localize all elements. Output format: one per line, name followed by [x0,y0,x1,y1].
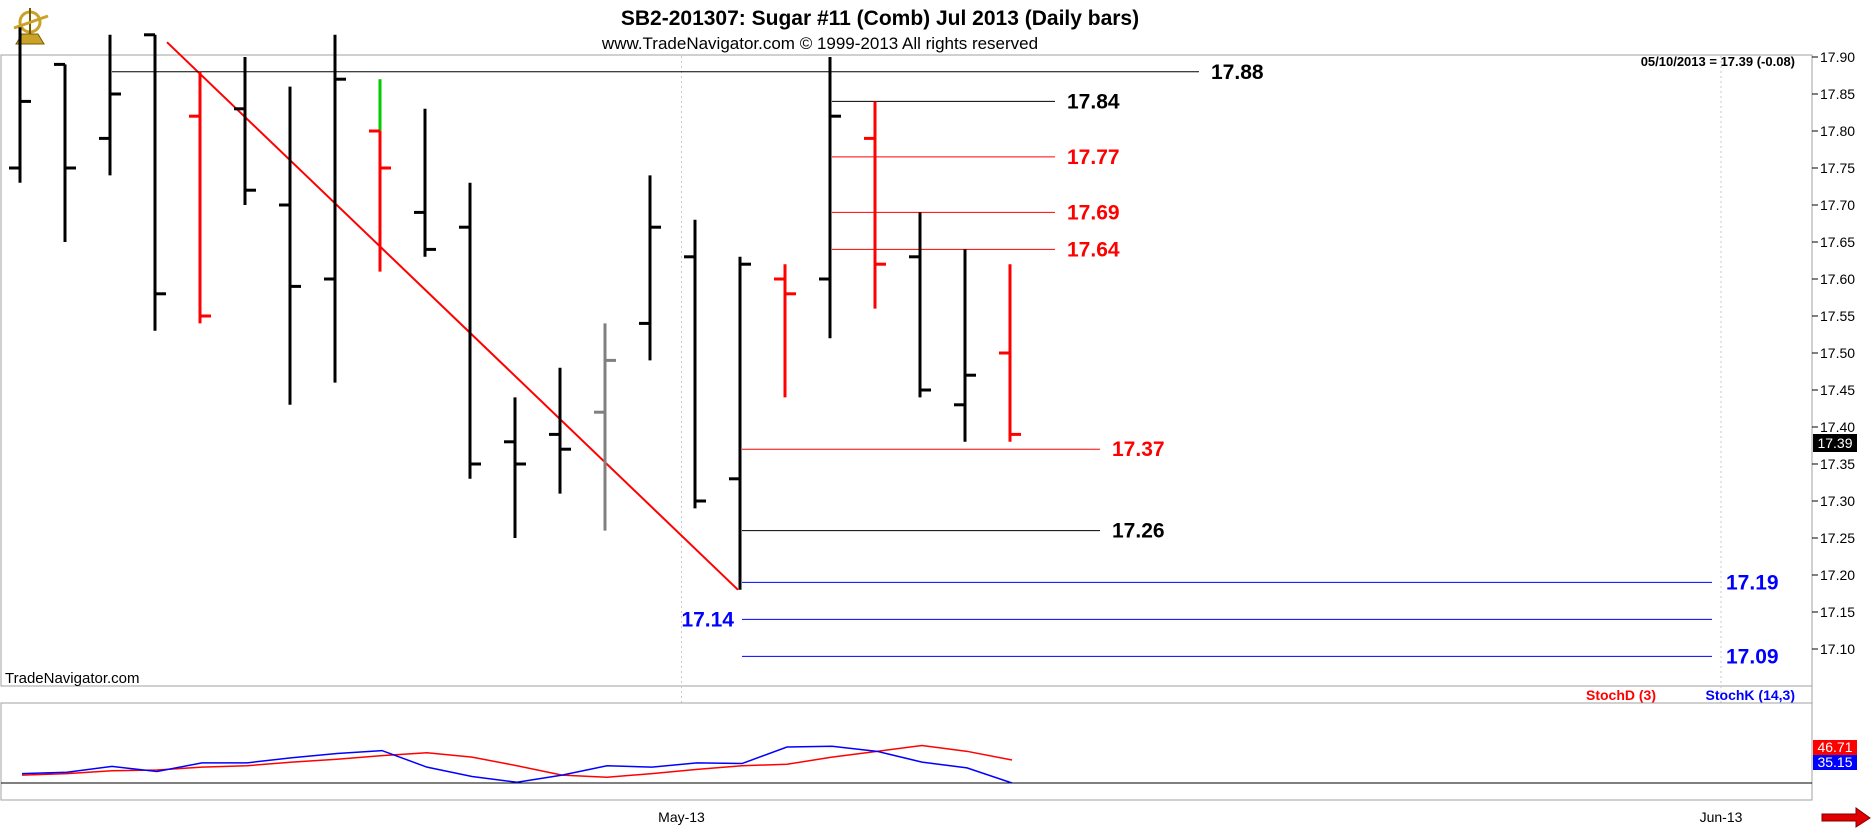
legend-stoch-k: StochK (14,3) [1706,687,1795,703]
ohlc-bar [639,175,661,361]
copyright-text: www.TradeNavigator.com © 1999-2013 All r… [601,34,1038,53]
level-label: 17.26 [1112,520,1165,543]
ohlc-bar [864,101,886,309]
chart-title: SB2-201307: Sugar #11 (Comb) Jul 2013 (D… [621,7,1139,30]
y-tick-label: 17.15 [1820,604,1855,620]
level-label: 17.09 [1726,645,1779,668]
ohlc-bar [684,219,706,509]
y-tick-label: 17.85 [1820,86,1855,102]
level-label: 17.77 [1067,146,1120,169]
ohlc-bar [909,212,931,398]
ohlc-bar [819,57,841,339]
y-tick-label: 17.40 [1820,419,1855,435]
ohlc-bar [729,256,751,590]
ohlc-bar [99,34,121,176]
level-label: 17.37 [1112,438,1165,461]
y-tick-label: 17.30 [1820,493,1855,509]
y-tick-label: 17.10 [1820,641,1855,657]
ohlc-bar [999,264,1021,442]
ohlc-bar [774,264,796,398]
stoch-k-value: 35.15 [1817,754,1852,770]
y-tick-label: 17.70 [1820,197,1855,213]
ohlc-bar [504,397,526,538]
stoch-layer [21,744,1013,784]
bar-layer [9,27,1021,590]
stoch-k-line [21,745,1013,784]
ohlc-bar [54,62,76,242]
readout-text: 05/10/2013 = 17.39 (-0.08) [1641,54,1795,69]
stoch-panel [0,702,1813,801]
y-tick-label: 17.65 [1820,234,1855,250]
grid-layer [681,56,1722,800]
x-tick-label: May-13 [658,809,705,825]
trend-layer [166,41,739,591]
level-label: 17.14 [681,608,734,631]
ohlc-bar [369,79,391,272]
ohlc-bar [9,27,31,183]
y-tick-label: 17.55 [1820,308,1855,324]
level-label: 17.88 [1211,61,1264,84]
legend-stoch-d: StochD (3) [1586,687,1656,703]
y-tick-label: 17.25 [1820,530,1855,546]
level-label: 17.69 [1067,201,1120,224]
watermark-text: TradeNavigator.com [5,670,140,687]
level-label: 17.19 [1726,571,1779,594]
last-price-box [1813,434,1857,452]
ohlc-bar [324,34,346,383]
ohlc-bar [549,367,571,494]
stoch-d-value: 46.71 [1817,739,1852,755]
level-label: 17.84 [1067,90,1120,113]
y-tick-label: 17.50 [1820,345,1855,361]
last-price-label: 17.39 [1817,435,1852,451]
ohlc-bar [954,249,976,442]
ohlc-bar [414,108,436,257]
y-tick-label: 17.35 [1820,456,1855,472]
x-tick-label: Jun-13 [1700,809,1743,825]
y-tick-label: 17.80 [1820,123,1855,139]
scroll-right-arrow-icon[interactable] [1821,807,1871,828]
ohlc-bar [459,182,481,479]
stoch-d-line [21,744,1013,778]
y-tick-label: 17.20 [1820,567,1855,583]
level-layer: 17.88 17.84 17.77 17.69 17.64 17.37 17.26 17.19… [112,61,1779,668]
stoch-d-value-box [1813,740,1857,755]
ohlc-bar [189,71,211,324]
price-axis: 17.90 17.85 17.80 17.75 17.70 17.65 17.60 17.55… [1812,49,1855,657]
stoch-k-value-box [1813,755,1857,770]
ohlc-bar [279,86,301,405]
y-tick-label: 17.75 [1820,160,1855,176]
date-axis: May-13 Jun-13 [658,809,1742,825]
price-panel [0,54,1813,687]
ohlc-bar [594,323,616,531]
y-tick-label: 17.90 [1820,49,1855,65]
ohlc-bar [144,33,166,331]
level-label: 17.64 [1067,238,1120,261]
y-tick-label: 17.45 [1820,382,1855,398]
ohlc-bar [234,57,256,205]
trendline [166,41,739,591]
y-tick-label: 17.60 [1820,271,1855,287]
logo-icon[interactable] [13,8,49,45]
